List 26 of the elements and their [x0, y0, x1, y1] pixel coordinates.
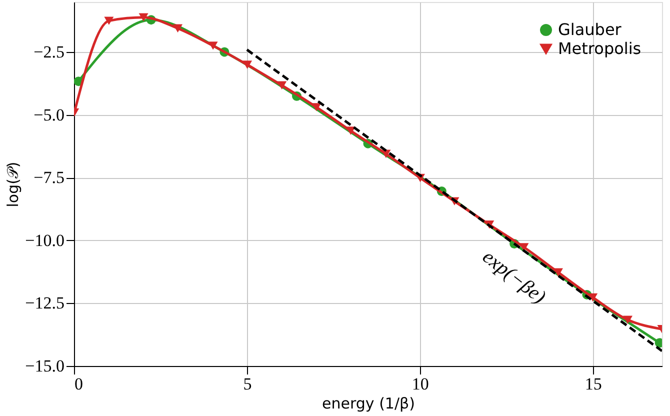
legend-label: Glauber — [558, 20, 622, 39]
point — [104, 16, 114, 25]
point — [208, 42, 218, 50]
x-tick-label: 5 — [243, 374, 252, 394]
x-tick-label: 10 — [412, 374, 429, 394]
point — [242, 60, 252, 69]
point — [173, 24, 183, 32]
y-tick-label: −15.0 — [25, 356, 64, 376]
y-tick-label: −2.5 — [34, 42, 64, 62]
x-tick-label: 0 — [74, 374, 83, 394]
point — [138, 13, 148, 22]
point — [623, 316, 632, 324]
point — [346, 126, 356, 135]
x-tick-label: 15 — [584, 374, 602, 394]
point — [553, 268, 563, 276]
y-tick-label: −12.5 — [25, 294, 64, 313]
x-axis-title: energy (1/β) — [322, 394, 415, 412]
point — [312, 103, 322, 112]
point — [519, 243, 529, 252]
legend-label: Metropolis — [558, 39, 642, 58]
y-tick-label: −5.0 — [34, 105, 64, 124]
point — [588, 293, 598, 302]
y-axis-title: log(𝒫) — [4, 162, 22, 208]
y-tick-label: −10.0 — [25, 230, 64, 250]
y-tick-label: −7.5 — [34, 168, 64, 188]
point — [277, 81, 287, 90]
